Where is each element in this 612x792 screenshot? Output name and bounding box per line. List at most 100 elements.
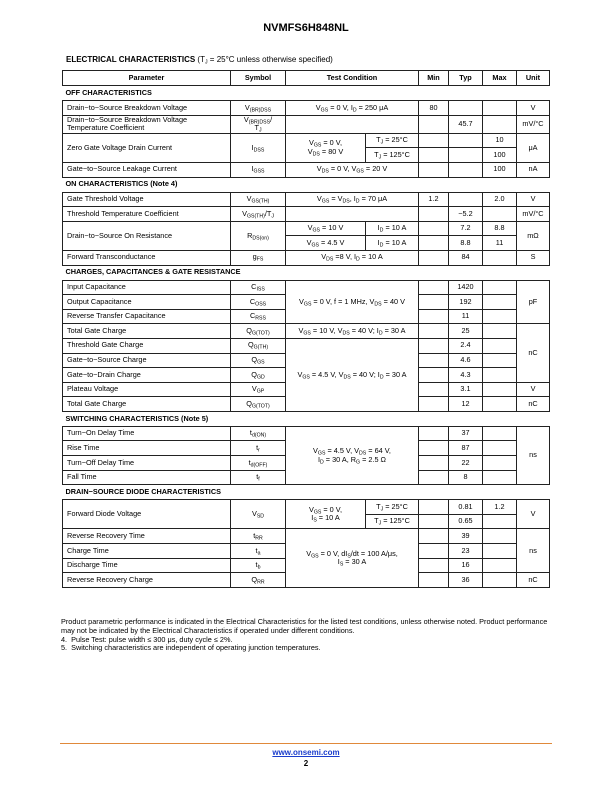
data-row: Discharge Time tb 16 — [62, 557, 550, 574]
text: = V — [329, 194, 343, 204]
symbol: QGS — [230, 352, 286, 369]
typ-value: 39 — [448, 528, 483, 545]
max-value — [482, 323, 517, 339]
text: V — [315, 102, 321, 112]
text: T — [374, 149, 379, 159]
parameter: Reverse Transfer Capacitance — [62, 308, 231, 325]
max-value — [482, 352, 517, 369]
min-value — [418, 323, 449, 339]
text: = 125°C — [381, 516, 410, 526]
text: 80 — [429, 102, 438, 112]
parameter: Reverse Recovery Time — [62, 528, 231, 545]
subscript: GS — [313, 142, 322, 149]
subscript: GD — [256, 374, 265, 381]
subscript: GS(TH) — [251, 198, 270, 205]
max-value: 1.2 — [482, 499, 517, 515]
symbol: tr — [230, 440, 286, 457]
parameter: Gate−to−Source Leakage Current — [62, 161, 231, 178]
text: = 25°C — [383, 135, 408, 145]
text: 37 — [461, 428, 470, 438]
parameter: Drain−to−Source On Resistance — [62, 220, 231, 251]
test-condition — [285, 206, 419, 222]
subscript: S — [313, 517, 317, 524]
text: 7.2 — [460, 223, 471, 233]
symbol: VGS(TH)/TJ — [230, 206, 286, 222]
unit: ns — [516, 528, 550, 574]
subscript: S — [347, 553, 351, 560]
text: = 40 V; I — [349, 325, 379, 335]
test-condition-b: TJ = 25°C — [365, 132, 419, 149]
min-value — [418, 206, 449, 222]
max-value: 11 — [482, 235, 517, 251]
subscript: SD — [256, 513, 265, 520]
text: = 40 V; I — [350, 369, 380, 379]
max-value: 100 — [482, 161, 517, 178]
text: 100 — [493, 164, 506, 174]
text: = 4.5 V, V — [325, 445, 360, 455]
parameter: Turn−On Delay Time — [62, 425, 231, 442]
test-condition-b: TJ = 125°C — [365, 147, 419, 163]
subscript: a — [257, 550, 261, 557]
text: 22 — [461, 457, 470, 467]
text: V — [530, 509, 536, 519]
text: 87 — [461, 442, 470, 452]
text: Q — [246, 325, 252, 335]
text: Reverse Transfer Capacitance — [67, 311, 166, 321]
text: = 0 V, I — [311, 504, 342, 523]
text: t — [256, 472, 259, 482]
subscript: S — [339, 561, 344, 568]
subscript: D — [356, 256, 360, 263]
page-number: 2 — [303, 759, 309, 768]
parameter: Input Capacitance — [62, 279, 231, 296]
text: = 64 V, I — [317, 445, 391, 464]
test-condition: VGS = 0 V, ID = 250 μA — [285, 100, 419, 116]
unit: nC — [516, 396, 550, 412]
subscript: D — [379, 374, 384, 381]
parameter: Zero Gate Voltage Drain Current — [62, 132, 231, 163]
column-header: Parameter — [62, 70, 231, 86]
text: = 0 V, I — [328, 102, 353, 112]
text: V — [298, 325, 304, 335]
symbol: V(BR)DSS — [230, 100, 286, 116]
subscript: D — [355, 198, 360, 205]
subscript: GS — [257, 359, 265, 366]
typ-value: 25 — [448, 323, 483, 339]
parameter: Total Gate Charge — [62, 396, 231, 412]
typ-value: 36 — [448, 572, 483, 588]
column-header: Min — [418, 70, 449, 86]
text: /T — [264, 208, 272, 218]
data-row: Plateau Voltage VGP 3.1 V — [62, 381, 550, 398]
subscript: GS — [303, 301, 312, 308]
subscript: GS — [320, 107, 329, 113]
text: C — [249, 296, 256, 306]
text: Q — [251, 355, 258, 364]
max-value: 2.0 — [482, 191, 517, 208]
text: V — [316, 194, 322, 204]
text: 0.81 — [458, 501, 473, 511]
max-value — [482, 308, 517, 325]
text: = 2.5 Ω — [360, 454, 387, 464]
parameter: Drain−to−Source Breakdown Voltage — [62, 100, 231, 116]
text: nA — [528, 164, 538, 174]
footer-link[interactable]: www.onsemi.com — [272, 748, 340, 757]
max-value — [482, 543, 517, 559]
subscript: (BR)DSS — [249, 107, 272, 113]
text: = 250 μA — [356, 102, 389, 112]
parameter: Plateau Voltage — [62, 381, 231, 398]
unit: V — [516, 100, 550, 116]
text: =8 V, I — [333, 252, 357, 262]
section-title: OFF CHARACTERISTICS — [62, 85, 550, 101]
max-value — [482, 249, 517, 266]
note: Product parametric performance is indica… — [61, 617, 550, 635]
subscript: DS — [343, 374, 351, 381]
symbol: ta — [230, 543, 286, 559]
text: 2.4 — [460, 340, 471, 350]
subscript: DS — [374, 301, 382, 308]
subscript: D — [320, 459, 324, 466]
parameter: Gate−to−Source Charge — [62, 352, 231, 369]
data-row: Output Capacitance COSS 192 — [62, 294, 550, 310]
min-value — [418, 235, 449, 251]
text: Q — [251, 574, 258, 584]
subscript: GS — [321, 198, 330, 205]
data-row: Zero Gate Voltage Drain Current IDSS VGS =… — [62, 132, 550, 163]
